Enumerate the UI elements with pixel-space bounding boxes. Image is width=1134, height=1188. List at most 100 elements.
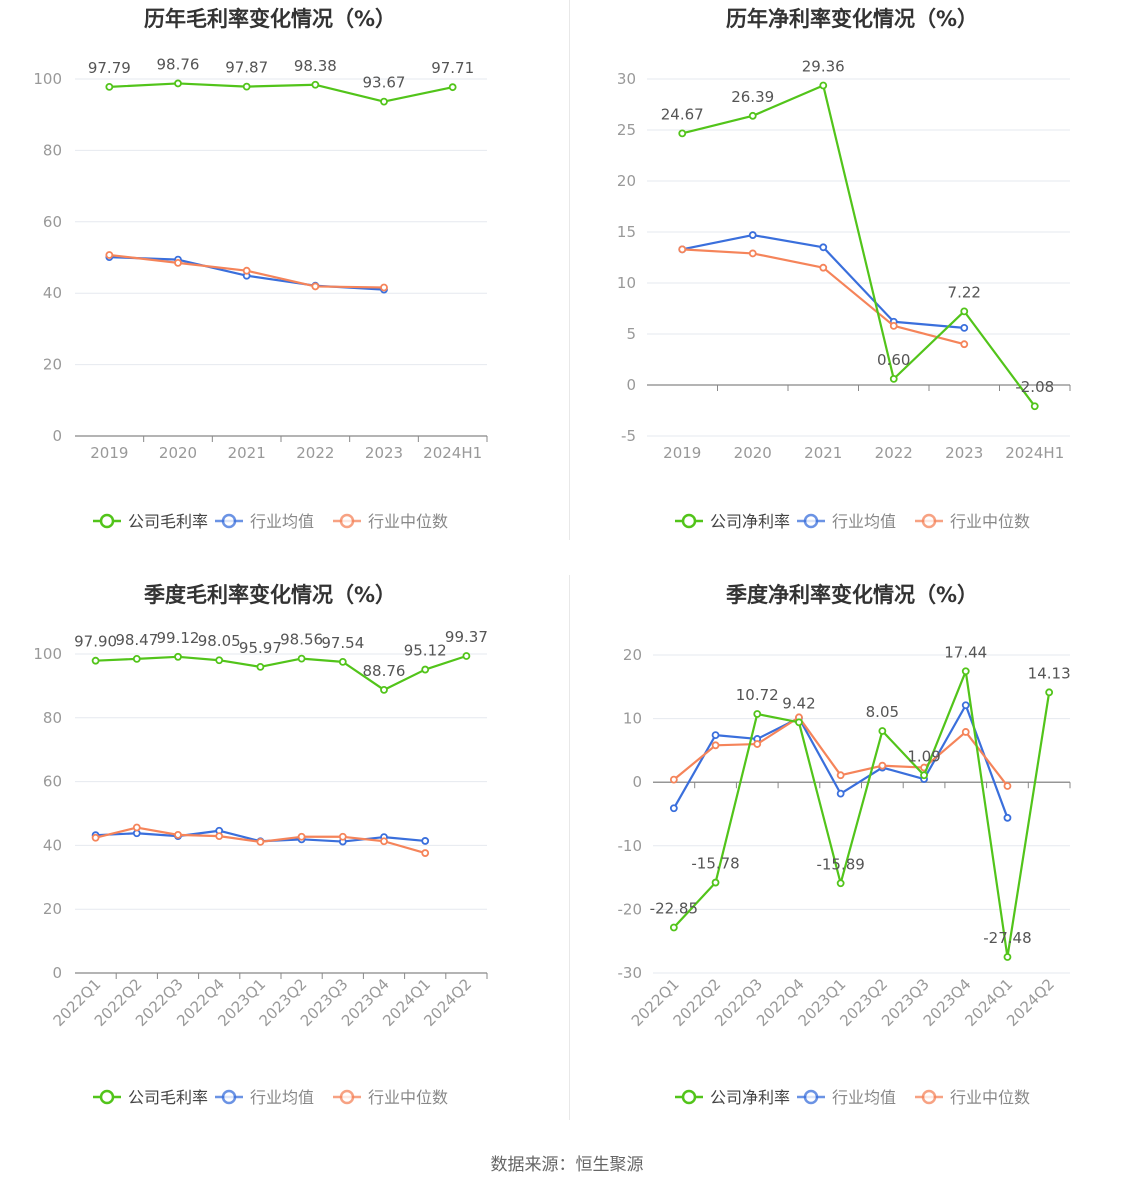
data-point-median [338,832,347,841]
legend-item[interactable]: 行业均值 [215,512,314,531]
data-label: 26.39 [731,88,774,106]
data-point-median [174,830,182,839]
data-point-median [380,283,388,292]
data-point-median [256,837,265,846]
data-point-median [132,823,141,832]
legend-item[interactable]: 公司毛利率 [93,1088,208,1107]
x-tick-label: 2019 [90,444,128,462]
legend-marker [339,513,355,529]
data-label: 9.42 [782,694,815,712]
chart-title: 历年毛利率变化情况（%） [144,7,396,31]
data-point-company [1030,402,1039,411]
legend-item[interactable]: 行业中位数 [333,1088,448,1107]
y-tick-label: 30 [617,70,636,88]
legend-marker [681,1089,697,1105]
data-label: 99.37 [445,628,488,646]
series-line-company [95,654,467,691]
data-point-avg [421,837,430,845]
legend-label: 行业中位数 [368,512,448,531]
legend-item[interactable]: 行业均值 [797,512,896,531]
data-point-company [960,307,969,316]
data-point-median [380,837,388,846]
y-tick-label: 5 [626,325,636,343]
data-label: 97.54 [321,634,364,652]
data-point-median [753,740,762,748]
legend-label: 行业均值 [832,1088,896,1107]
chart-panel-1: 历年毛利率变化情况（%） 0 20 40 60 80 100 2019 2020 2021 2022… [33,7,488,531]
legend-item[interactable]: 公司净利率 [675,1088,790,1107]
series-line-company [673,670,1051,959]
legend-item[interactable]: 行业中位数 [915,512,1030,531]
data-point-company [795,718,803,727]
data-point-company [711,878,720,887]
data-point-company [678,129,687,138]
y-tick-label: 80 [43,141,62,159]
legend-item[interactable]: 公司净利率 [675,512,790,531]
x-tick-label: 2019 [663,444,701,462]
x-tick-label: 2022 [296,444,334,462]
legend-item[interactable]: 行业中位数 [915,1088,1030,1107]
chart-panel-3: 季度毛利率变化情况（%）0204060801002022Q12022Q22022… [33,583,488,1107]
data-source-note: 数据来源：恒生聚源 [490,1155,644,1175]
data-point-company [920,771,928,780]
data-label: 29.36 [802,58,845,76]
data-label: 99.12 [157,629,200,647]
legend-label: 行业均值 [832,512,896,531]
data-point-company [448,83,457,92]
x-tick-label: 2021 [228,444,266,462]
data-point-avg [961,701,970,710]
x-tick-label: 2020 [159,444,197,462]
y-tick-label: 0 [632,773,642,791]
y-tick-label: 10 [617,274,636,292]
data-point-company [421,665,430,674]
data-point-median [878,761,887,770]
data-point-company [132,654,141,663]
data-point-company [242,82,251,91]
data-point-avg [1003,813,1012,822]
y-tick-label: 100 [33,645,62,663]
data-label: -27.48 [983,929,1031,947]
legend-marker [99,1089,115,1105]
panel-divider-bottom [569,575,570,1120]
data-label: 98.05 [198,632,241,650]
data-point-avg [748,231,757,239]
x-tick-label: 2022 [875,444,913,462]
y-tick-label: -30 [618,964,643,982]
x-tick-label: 2021 [804,444,842,462]
y-tick-label: 40 [43,836,62,854]
legend-item[interactable]: 公司毛利率 [93,512,208,531]
y-tick-label: 0 [52,964,62,982]
data-label: 97.71 [431,59,474,77]
y-tick-label: 0 [626,376,636,394]
data-label: 24.67 [661,105,704,123]
y-tick-label: 60 [43,213,62,231]
data-point-company [174,652,182,661]
data-point-median [91,833,100,842]
data-label: 95.97 [239,639,282,657]
legend-item[interactable]: 行业均值 [215,1088,314,1107]
data-point-company [297,654,306,663]
data-label: -15.89 [816,855,864,873]
data-point-company [1045,688,1054,697]
data-point-median [961,728,970,736]
x-tick-label: 2024H1 [1005,444,1064,462]
legend-label: 公司毛利率 [128,512,208,531]
legend-label: 公司净利率 [710,1088,790,1107]
data-label: 8.05 [866,703,899,721]
panel-divider-top [569,0,570,540]
data-label: 7.22 [948,283,981,301]
data-point-company [669,923,678,932]
data-point-company [256,662,265,671]
y-tick-label: 15 [617,223,636,241]
legend-item[interactable]: 行业中位数 [333,512,448,531]
series-line-company [109,82,453,103]
y-tick-label: 10 [623,710,642,728]
data-label: 98.38 [294,57,337,75]
data-point-median [836,771,845,780]
data-label: 98.56 [280,631,323,649]
series-line-company [681,84,1036,407]
data-point-company [380,685,388,694]
legend-marker [339,1089,355,1105]
legend-item[interactable]: 行业均值 [797,1088,896,1107]
